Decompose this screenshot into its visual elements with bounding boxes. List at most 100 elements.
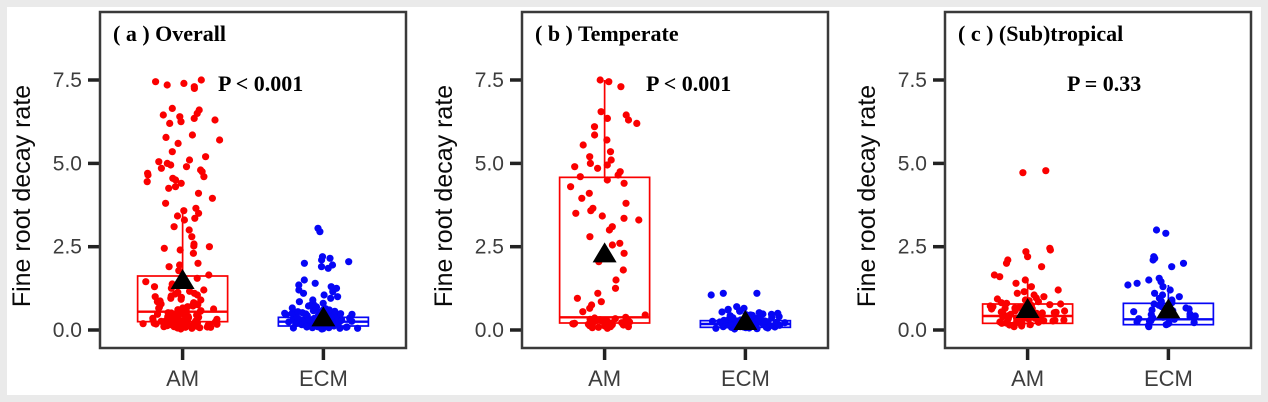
data-point (1038, 263, 1046, 271)
data-point (354, 324, 362, 332)
data-point (986, 302, 994, 310)
data-point (619, 266, 627, 274)
data-point (567, 183, 575, 191)
data-point (1060, 316, 1068, 324)
ecm-group (699, 289, 792, 333)
data-point (151, 293, 159, 301)
panel-title: ( a ) Overall (113, 21, 226, 46)
data-point (155, 158, 163, 166)
data-point (202, 153, 210, 161)
panel-b: Fine root decay rate 7.5 5.0 2.5 0.0 ( b… (422, 0, 845, 402)
p-value-label: P = 0.33 (1067, 71, 1141, 96)
data-point (327, 294, 335, 302)
panel-border (520, 10, 830, 350)
data-point (620, 249, 628, 257)
data-point (617, 83, 625, 91)
data-point (328, 261, 337, 269)
data-point (192, 204, 200, 212)
data-point (1046, 244, 1054, 252)
data-point (149, 314, 157, 322)
y-axis-label: Fine root decay rate (853, 85, 881, 307)
data-point (176, 113, 184, 121)
data-point (1130, 308, 1138, 316)
data-point (294, 308, 302, 316)
data-point (336, 324, 344, 332)
data-point (1061, 307, 1069, 315)
data-point (622, 199, 630, 207)
data-point (724, 305, 732, 313)
data-point (1179, 259, 1188, 267)
data-point (295, 281, 303, 289)
data-point (1135, 315, 1143, 323)
data-point (1152, 226, 1161, 234)
data-point (188, 233, 196, 241)
data-point (1150, 300, 1158, 308)
data-point (708, 317, 717, 325)
y-axis-label: Fine root decay rate (8, 85, 36, 307)
data-point (327, 283, 335, 291)
ecm-points (1124, 226, 1199, 331)
data-point (281, 309, 289, 317)
data-point (1042, 167, 1050, 175)
data-point (180, 216, 188, 224)
y-tick-label: 0.0 (53, 319, 82, 342)
data-point (620, 179, 628, 187)
data-point (197, 166, 205, 174)
data-point (774, 309, 782, 317)
data-point (1003, 299, 1011, 307)
x-category-label-ecm: ECM (299, 366, 348, 391)
data-point (603, 161, 611, 169)
data-point (185, 226, 193, 234)
data-point (317, 263, 326, 271)
y-tick-label: 7.5 (898, 69, 927, 92)
data-point (213, 315, 221, 323)
data-point (190, 83, 198, 91)
data-point (186, 287, 194, 295)
data-point (1013, 289, 1021, 297)
data-point (611, 315, 619, 323)
panel-c: Fine root decay rate 7.5 5.0 2.5 0.0 ( c… (845, 0, 1268, 402)
data-point (1019, 169, 1027, 177)
data-point (152, 78, 160, 86)
data-point (1054, 286, 1062, 294)
mean-triangle-marker (311, 306, 336, 327)
data-point (193, 274, 201, 282)
data-point (309, 296, 317, 304)
data-point (169, 174, 177, 182)
panel-border (98, 10, 408, 350)
data-point (1124, 281, 1132, 289)
data-point (1150, 253, 1158, 261)
x-category-label-ecm: ECM (1144, 366, 1193, 391)
ecm-group (277, 224, 370, 333)
mean-triangle-marker (1156, 298, 1181, 319)
data-point (189, 249, 197, 257)
data-point (719, 289, 727, 297)
data-point (1145, 276, 1153, 284)
data-point (588, 301, 596, 309)
data-point (216, 136, 224, 144)
data-point (576, 173, 584, 181)
p-value-label: P < 0.001 (646, 71, 731, 96)
data-point (180, 79, 188, 87)
data-point (197, 76, 205, 84)
data-point (300, 276, 308, 284)
data-point (571, 163, 579, 171)
p-value-label: P < 0.001 (218, 71, 303, 96)
data-point (622, 111, 630, 119)
data-point (1155, 274, 1163, 282)
data-point (712, 324, 720, 332)
data-point (996, 318, 1004, 326)
data-point (331, 307, 339, 315)
data-point (603, 114, 611, 122)
data-point (1021, 276, 1029, 284)
data-point (165, 263, 173, 271)
panel-a-plot: Fine root decay rate 7.5 5.0 2.5 0.0 ( a… (8, 10, 408, 391)
data-point (1020, 288, 1028, 296)
mean-triangle-marker (733, 310, 758, 331)
data-point (598, 212, 606, 220)
panel-title: ( c ) (Sub)tropical (958, 21, 1123, 46)
data-point (633, 119, 641, 127)
data-point (594, 289, 602, 297)
data-point (157, 164, 165, 172)
